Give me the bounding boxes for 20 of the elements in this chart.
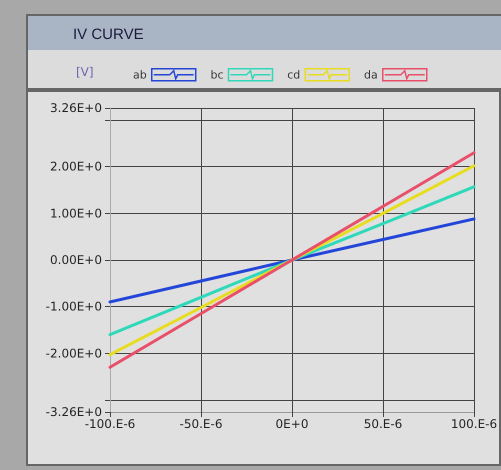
x-tick-label: 0E+0 — [276, 417, 308, 431]
legend-label: bc — [210, 68, 224, 82]
y-tick-label: 2.00E+0 — [50, 160, 102, 174]
x-tick-label: -50.E-6 — [180, 417, 222, 431]
y-tick-label: -2.00E+0 — [46, 346, 102, 360]
y-tick-label: 3.26E+0 — [50, 101, 102, 115]
line-series — [108, 217, 476, 304]
y-tick-label: 1.00E+0 — [50, 206, 102, 220]
y-axis-title: [V] — [76, 65, 94, 79]
line-series — [108, 185, 476, 336]
legend-label: ab — [132, 68, 147, 82]
y-tick-label: -1.00E+0 — [46, 300, 102, 314]
y-tick-label: -3.26E+0 — [46, 405, 102, 419]
legend-label: cd — [287, 68, 300, 82]
x-tick-label: 100.E-6 — [450, 417, 498, 431]
x-tick-label: -100.E-6 — [84, 417, 136, 431]
legend-label: da — [364, 68, 378, 82]
y-tick-label: 0.00E+0 — [50, 253, 102, 267]
x-tick-label: 50.E-6 — [364, 417, 402, 431]
chart-title: IV CURVE — [73, 26, 144, 43]
